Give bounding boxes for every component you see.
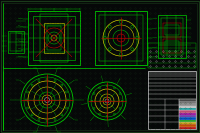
Bar: [163, 39, 181, 53]
Bar: [179, 106, 196, 108]
Bar: [161, 18, 183, 55]
Bar: [99, 15, 143, 61]
Bar: [95, 11, 147, 65]
Bar: [28, 11, 80, 65]
Bar: [179, 101, 196, 103]
Bar: [158, 15, 186, 58]
Bar: [165, 25, 179, 35]
Bar: [8, 31, 24, 53]
Bar: [10, 33, 22, 51]
Bar: [33, 16, 75, 60]
Bar: [47, 26, 61, 50]
Bar: [40, 14, 68, 62]
Bar: [179, 120, 196, 122]
Bar: [179, 127, 196, 129]
Bar: [44, 23, 64, 53]
Bar: [148, 71, 196, 129]
Bar: [179, 113, 196, 115]
Bar: [179, 110, 196, 113]
Bar: [179, 117, 196, 120]
Bar: [179, 115, 196, 117]
Bar: [165, 41, 179, 51]
Bar: [179, 122, 196, 124]
Bar: [179, 99, 196, 101]
Bar: [148, 43, 196, 68]
Bar: [179, 124, 196, 127]
Bar: [179, 108, 196, 110]
Bar: [179, 103, 196, 106]
Bar: [163, 23, 181, 37]
